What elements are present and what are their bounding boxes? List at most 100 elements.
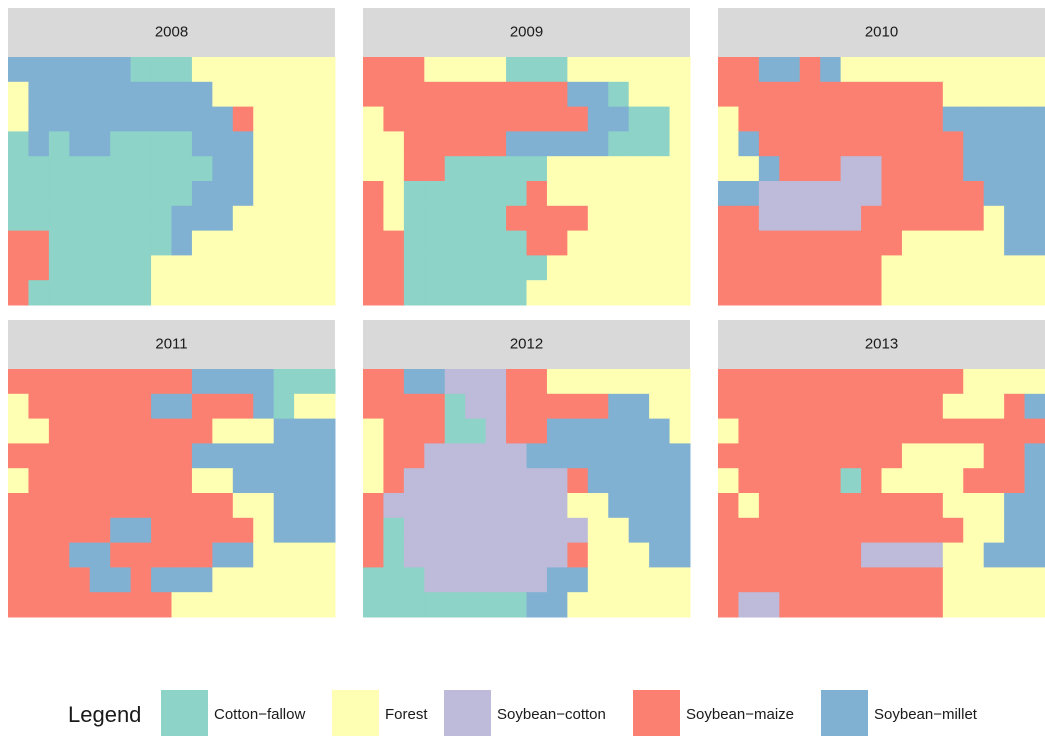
raster-cell	[212, 255, 234, 281]
raster-cell	[69, 106, 91, 132]
raster-cell	[110, 468, 132, 494]
raster-cell	[526, 369, 548, 395]
raster-cell	[526, 230, 548, 256]
raster-cell	[48, 493, 70, 519]
raster-cell	[587, 468, 609, 494]
raster-cell	[628, 81, 650, 108]
raster-cell	[983, 81, 1005, 108]
raster-cell	[1004, 81, 1026, 108]
raster-cell	[779, 57, 801, 83]
raster-cell	[212, 181, 234, 207]
raster-cell	[1024, 369, 1045, 395]
raster-cell	[669, 230, 691, 256]
raster-cell	[444, 517, 466, 544]
raster-cell	[1024, 106, 1045, 132]
raster-cell	[253, 493, 275, 519]
raster-cell	[983, 280, 1005, 306]
raster-cell	[669, 418, 691, 444]
raster-cell	[608, 393, 630, 420]
raster-cell	[444, 181, 466, 207]
raster-cell	[1024, 255, 1045, 281]
raster-cell	[881, 106, 903, 132]
map-panel: 2011	[8, 320, 336, 618]
raster-cell	[799, 418, 821, 444]
raster-cell	[779, 418, 801, 444]
raster-cell	[424, 280, 446, 306]
raster-cell	[130, 106, 152, 132]
raster-cell	[444, 280, 466, 306]
raster-cell	[8, 393, 29, 420]
raster-cell	[171, 393, 193, 420]
raster-cell	[314, 131, 336, 157]
raster-cell	[779, 542, 801, 568]
raster-cell	[799, 393, 821, 420]
raster-cell	[110, 418, 132, 444]
raster-cell	[212, 443, 234, 469]
raster-cell	[403, 181, 425, 207]
raster-cell	[191, 468, 213, 494]
raster-cell	[718, 131, 739, 157]
raster-cell	[1024, 493, 1045, 519]
raster-cell	[922, 205, 944, 232]
raster-cell	[526, 156, 548, 182]
raster-cell	[28, 567, 50, 593]
raster-cell	[587, 81, 609, 108]
raster-cell	[191, 369, 213, 395]
raster-cell	[738, 542, 760, 568]
raster-cell	[669, 205, 691, 232]
raster-cell	[881, 517, 903, 544]
raster-cell	[465, 517, 487, 544]
raster-cell	[669, 393, 691, 420]
raster-cell	[881, 181, 903, 207]
raster-cell	[212, 517, 234, 544]
raster-cell	[506, 493, 527, 519]
raster-cell	[608, 542, 630, 568]
raster-cell	[649, 443, 671, 469]
raster-cell	[89, 280, 111, 306]
raster-cell	[820, 255, 842, 281]
raster-cell	[314, 517, 336, 544]
raster-cell	[669, 181, 691, 207]
raster-cell	[799, 106, 821, 132]
raster-cell	[48, 567, 70, 593]
raster-cell	[546, 280, 568, 306]
raster-cell	[779, 517, 801, 544]
raster-cell	[587, 592, 609, 618]
raster-cell	[1004, 567, 1026, 593]
raster-cell	[212, 106, 234, 132]
raster-cell	[28, 592, 50, 618]
raster-cell	[861, 468, 882, 494]
raster-cell	[444, 369, 466, 395]
raster-cell	[232, 592, 254, 618]
raster-cell	[89, 393, 111, 420]
raster-cell	[273, 567, 295, 593]
raster-cell	[799, 181, 821, 207]
raster-cell	[738, 106, 760, 132]
raster-cell	[718, 81, 739, 108]
raster-cell	[69, 393, 91, 420]
raster-cell	[506, 567, 527, 593]
raster-cell	[8, 418, 29, 444]
raster-cell	[130, 542, 152, 568]
legend-swatch	[332, 690, 379, 736]
raster-cell	[294, 131, 316, 157]
raster-cell	[983, 592, 1005, 618]
raster-cell	[191, 131, 213, 157]
raster-cell	[669, 57, 691, 83]
raster-cell	[546, 418, 568, 444]
raster-cell	[526, 418, 548, 444]
raster-cell	[546, 205, 568, 232]
raster-cell	[110, 230, 132, 256]
raster-cell	[1024, 567, 1045, 593]
raster-cell	[110, 493, 132, 519]
raster-cell	[294, 542, 316, 568]
raster-cell	[942, 57, 964, 83]
raster-cell	[567, 106, 589, 132]
raster-cell	[506, 280, 527, 306]
raster-cell	[151, 393, 172, 420]
raster-cell	[465, 468, 487, 494]
raster-cell	[171, 205, 193, 232]
strip-title: 2012	[510, 335, 543, 352]
raster-cell	[130, 156, 152, 182]
raster-cell	[901, 369, 923, 395]
